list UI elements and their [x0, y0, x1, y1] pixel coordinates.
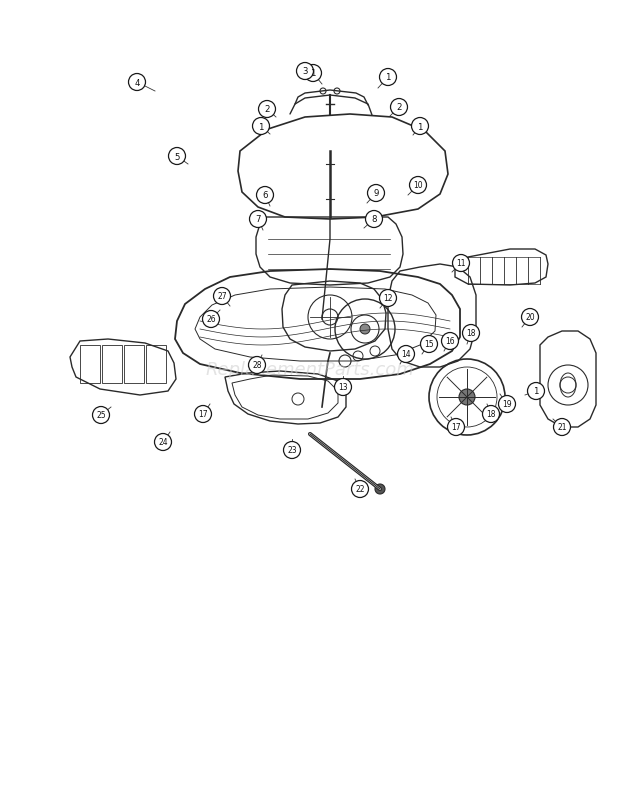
Circle shape	[257, 187, 273, 204]
Text: 1: 1	[417, 122, 423, 132]
Text: 13: 13	[338, 383, 348, 392]
Text: 20: 20	[525, 313, 535, 322]
Text: 5: 5	[174, 153, 180, 161]
Circle shape	[203, 311, 219, 328]
Text: 27: 27	[217, 292, 227, 301]
Text: 17: 17	[198, 410, 208, 419]
Circle shape	[352, 481, 368, 498]
Circle shape	[366, 211, 383, 228]
Circle shape	[498, 396, 515, 413]
Circle shape	[379, 69, 397, 87]
Text: 10: 10	[413, 181, 423, 190]
Text: 2: 2	[264, 105, 270, 114]
Text: 19: 19	[502, 400, 512, 409]
Text: 15: 15	[424, 340, 434, 349]
Circle shape	[92, 407, 110, 424]
Circle shape	[195, 406, 211, 423]
Text: 3: 3	[302, 67, 308, 76]
Circle shape	[304, 65, 322, 83]
Text: 8: 8	[371, 215, 377, 224]
Text: 1: 1	[385, 73, 391, 83]
Circle shape	[463, 325, 479, 342]
Text: 9: 9	[373, 190, 379, 198]
Circle shape	[213, 288, 231, 305]
Text: 4: 4	[135, 79, 140, 88]
Text: 28: 28	[252, 361, 262, 370]
Text: 21: 21	[557, 423, 567, 432]
Text: 7: 7	[255, 215, 261, 224]
Circle shape	[397, 346, 415, 363]
Circle shape	[412, 118, 428, 136]
Text: 11: 11	[456, 259, 466, 268]
Circle shape	[441, 333, 459, 350]
Circle shape	[335, 379, 352, 396]
Text: 1: 1	[259, 122, 263, 132]
Circle shape	[420, 336, 438, 353]
Circle shape	[482, 406, 500, 423]
Circle shape	[128, 75, 146, 92]
Text: ReplacementParts.com: ReplacementParts.com	[206, 361, 414, 378]
Text: 24: 24	[158, 438, 168, 447]
Circle shape	[252, 118, 270, 136]
Text: 2: 2	[396, 104, 402, 112]
Text: 23: 23	[287, 446, 297, 455]
Circle shape	[521, 309, 539, 326]
Text: 6: 6	[262, 191, 268, 200]
Circle shape	[249, 357, 265, 374]
Text: 17: 17	[451, 423, 461, 432]
Text: 1: 1	[533, 387, 539, 396]
Text: 16: 16	[445, 337, 455, 346]
Circle shape	[169, 149, 185, 165]
Text: 18: 18	[466, 329, 476, 338]
Text: 26: 26	[206, 315, 216, 324]
Circle shape	[259, 101, 275, 118]
Circle shape	[296, 63, 314, 80]
Circle shape	[283, 442, 301, 459]
Circle shape	[379, 290, 397, 307]
Circle shape	[249, 211, 267, 228]
Circle shape	[453, 255, 469, 272]
Circle shape	[459, 389, 475, 406]
Text: 18: 18	[486, 410, 496, 419]
Circle shape	[409, 177, 427, 194]
Circle shape	[360, 324, 370, 335]
Text: 12: 12	[383, 294, 392, 303]
Circle shape	[528, 383, 544, 400]
Circle shape	[391, 100, 407, 116]
Circle shape	[448, 419, 464, 436]
Text: 1: 1	[310, 69, 316, 79]
Text: 22: 22	[355, 485, 365, 494]
Circle shape	[154, 434, 172, 451]
Circle shape	[368, 185, 384, 202]
Circle shape	[375, 484, 385, 495]
Text: 25: 25	[96, 411, 106, 420]
Text: 14: 14	[401, 350, 411, 359]
Circle shape	[554, 419, 570, 436]
